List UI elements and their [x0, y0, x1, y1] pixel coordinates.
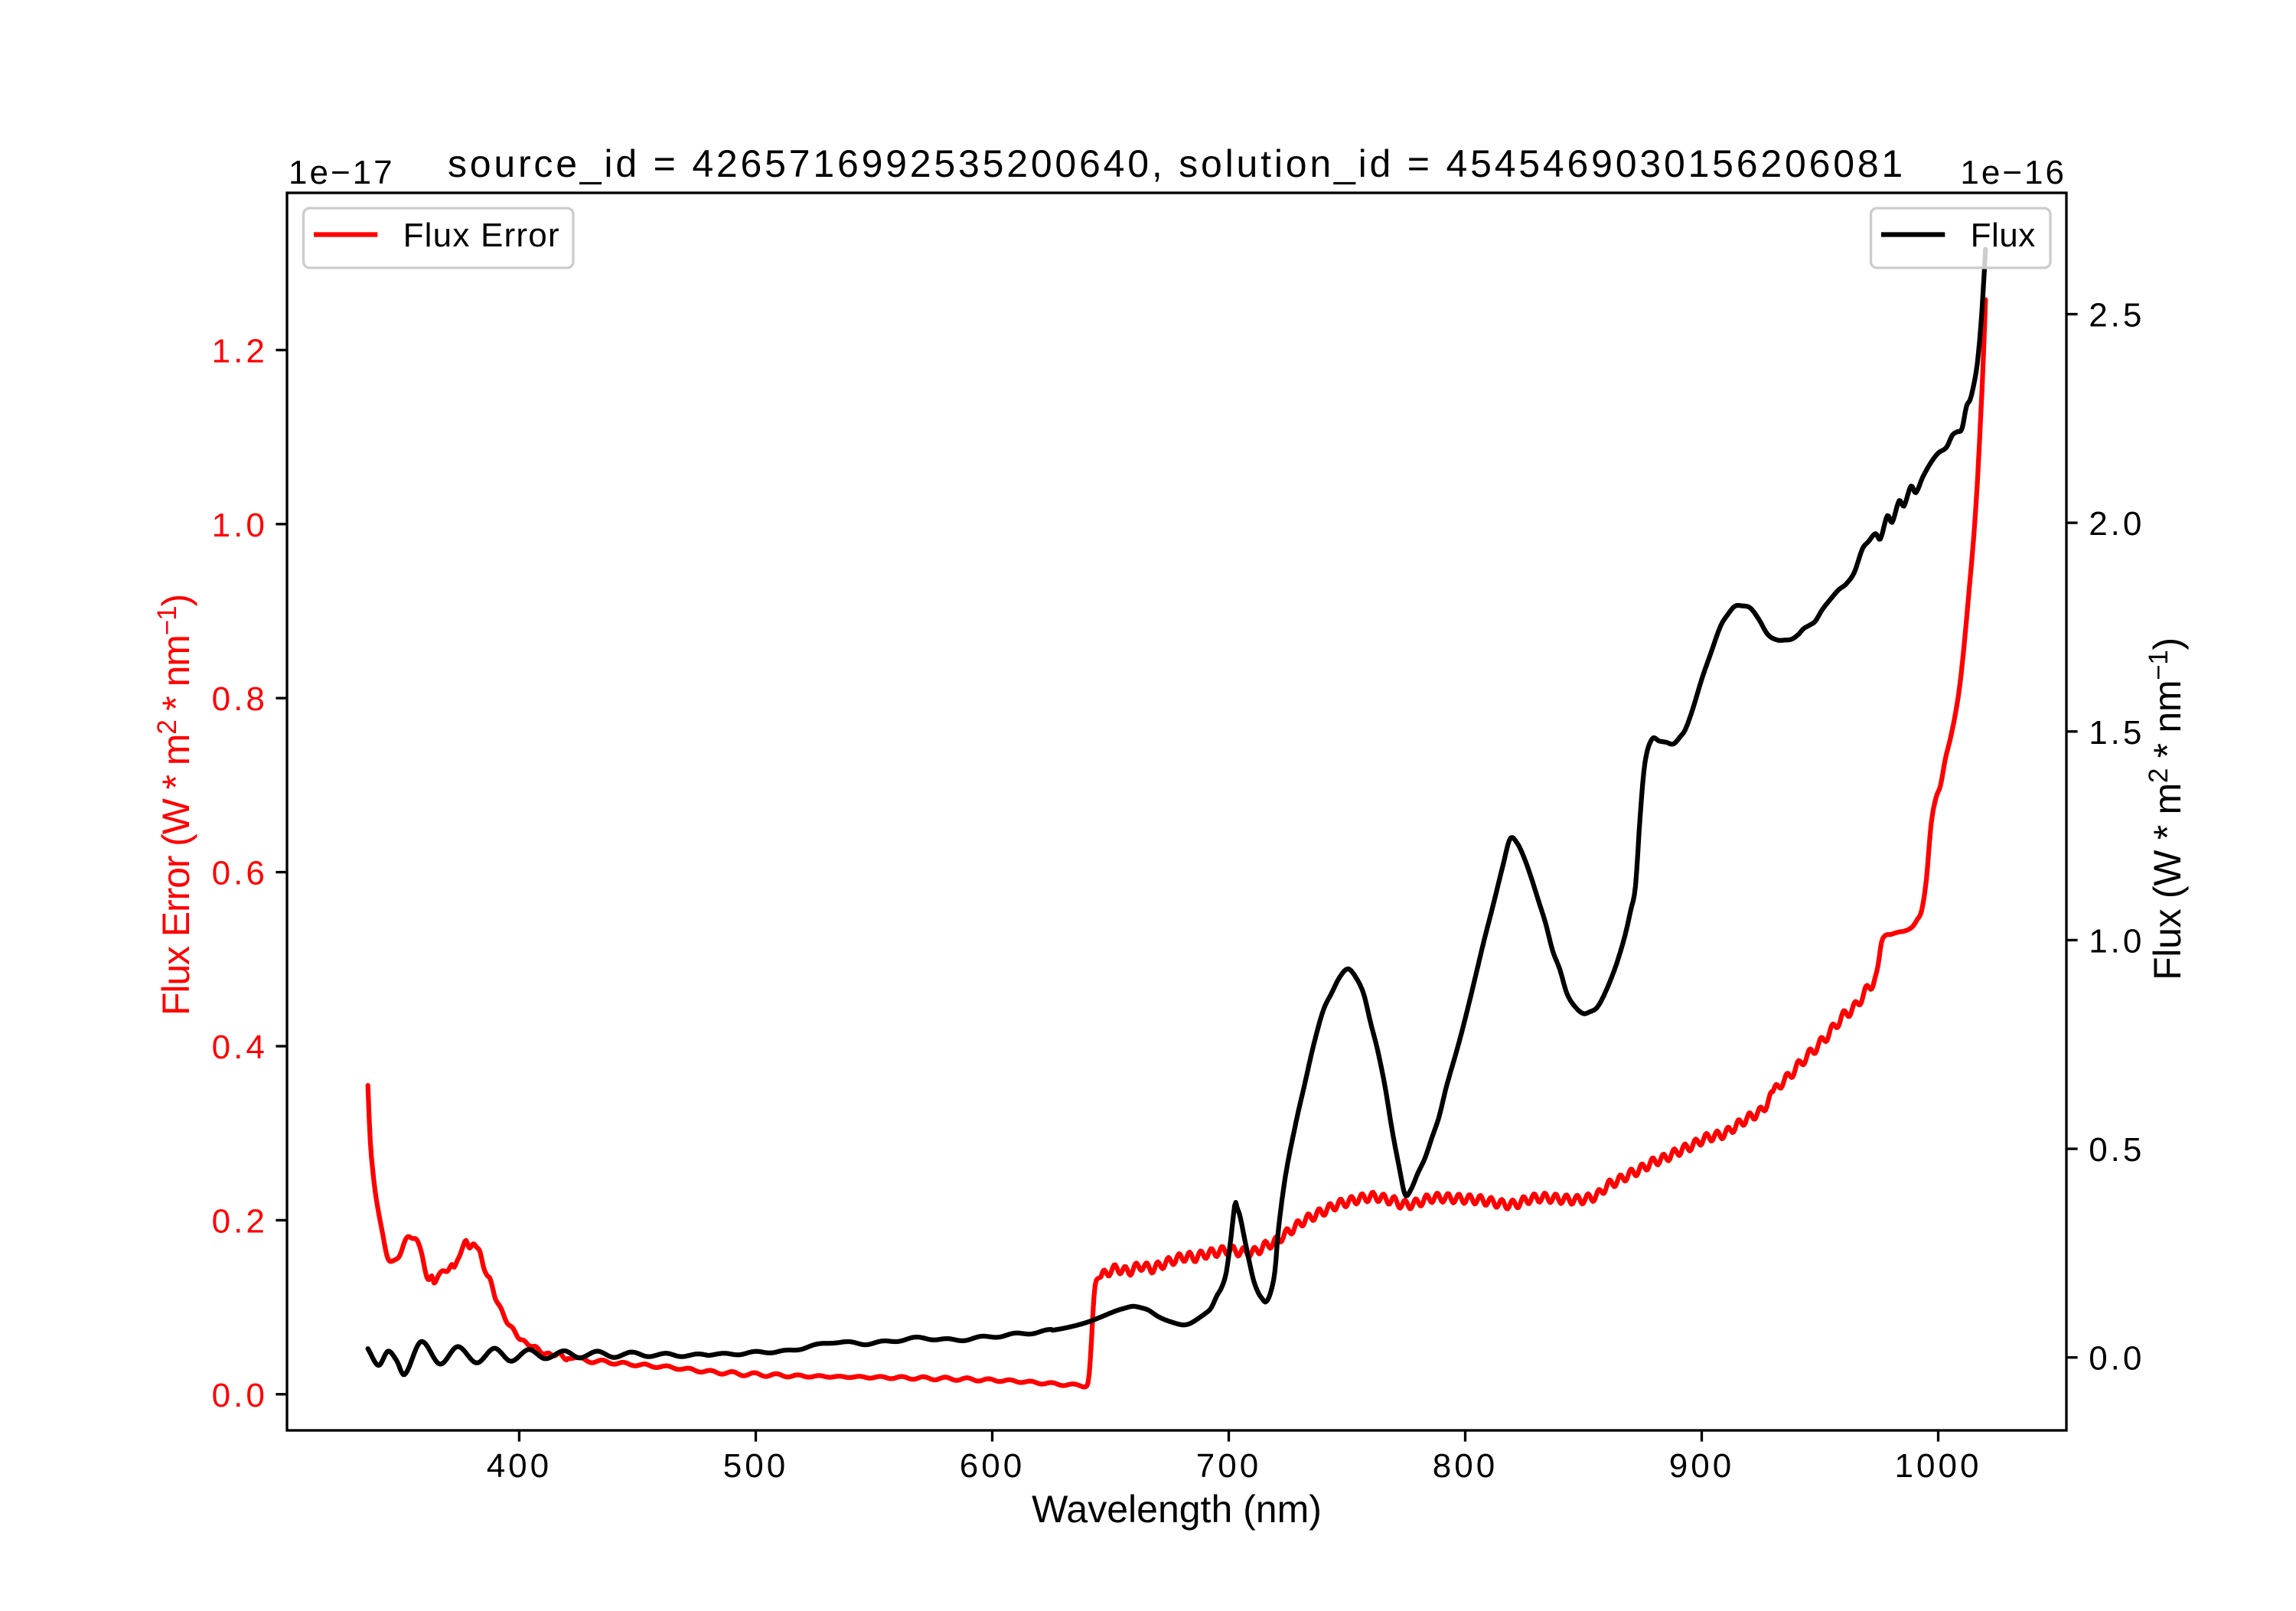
svg-text:source_id = 426571699253520064: source_id = 4265716992535200640, solutio…: [448, 142, 1906, 185]
svg-text:0.0: 0.0: [2089, 1340, 2144, 1378]
svg-text:1.0: 1.0: [2089, 922, 2144, 960]
svg-text:400: 400: [487, 1447, 552, 1485]
svg-text:1.0: 1.0: [212, 507, 268, 544]
svg-text:1e−16: 1e−16: [1960, 154, 2066, 191]
svg-text:Wavelength (nm): Wavelength (nm): [1032, 1488, 1322, 1531]
svg-text:2.5: 2.5: [2089, 297, 2144, 334]
svg-text:900: 900: [1669, 1447, 1734, 1485]
svg-text:500: 500: [723, 1447, 788, 1485]
svg-text:700: 700: [1196, 1447, 1261, 1485]
svg-text:0.4: 0.4: [212, 1029, 268, 1066]
svg-text:1e−17: 1e−17: [289, 154, 395, 191]
svg-text:1.5: 1.5: [2089, 714, 2144, 752]
svg-text:0.2: 0.2: [212, 1202, 268, 1240]
svg-text:Flux Error (W * m2 * nm−1): Flux Error (W * m2 * nm−1): [152, 595, 197, 1016]
svg-text:1.2: 1.2: [212, 332, 268, 370]
svg-text:0.6: 0.6: [212, 855, 268, 892]
svg-text:600: 600: [960, 1447, 1025, 1485]
svg-text:Flux: Flux: [1971, 217, 2036, 254]
svg-text:1000: 1000: [1895, 1447, 1982, 1485]
svg-text:800: 800: [1433, 1447, 1498, 1485]
svg-text:2.0: 2.0: [2089, 505, 2144, 543]
svg-text:0.5: 0.5: [2089, 1131, 2144, 1169]
svg-text:Flux Error: Flux Error: [403, 217, 560, 254]
svg-text:0.0: 0.0: [212, 1377, 268, 1414]
svg-text:Flux (W * m2 * nm−1): Flux (W * m2 * nm−1): [2144, 638, 2189, 980]
svg-text:0.8: 0.8: [212, 680, 268, 718]
